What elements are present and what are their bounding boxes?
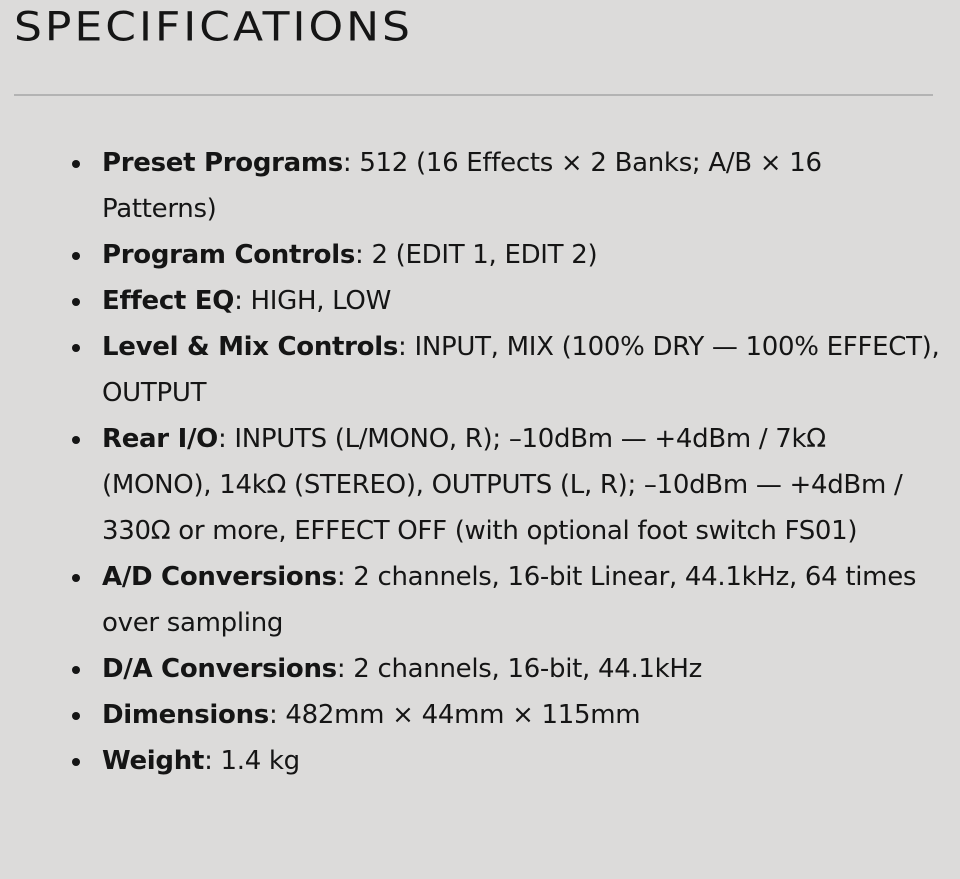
spec-item: A/D Conversions: 2 channels, 16-bit Line… (72, 554, 942, 646)
spec-label: Rear I/O (102, 424, 218, 454)
spec-item: Rear I/O: INPUTS (L/MONO, R); –10dBm — +… (72, 416, 942, 554)
divider (14, 94, 933, 96)
spec-label: Effect EQ (102, 286, 235, 316)
specifications-list: Preset Programs: 512 (16 Effects × 2 Ban… (72, 140, 942, 784)
spec-value: : INPUT, MIX (100% DRY — 100% EFFECT), O… (102, 332, 940, 408)
spec-label: A/D Conversions (102, 562, 337, 592)
spec-value: : 2 channels, 16-bit, 44.1kHz (336, 654, 703, 684)
spec-item: Preset Programs: 512 (16 Effects × 2 Ban… (72, 140, 942, 232)
spec-item: Program Controls: 2 (EDIT 1, EDIT 2) (72, 232, 942, 278)
spec-label: Preset Programs (102, 148, 343, 178)
spec-value: : 482mm × 44mm × 115mm (268, 700, 641, 730)
page-title: SPECIFICATIONS (14, 3, 413, 51)
spec-item: Level & Mix Controls: INPUT, MIX (100% D… (72, 324, 942, 416)
spec-label: Program Controls (102, 240, 356, 270)
spec-value: : 1.4 kg (204, 746, 300, 776)
spec-item: Dimensions: 482mm × 44mm × 115mm (72, 692, 942, 738)
spec-value: : INPUTS (L/MONO, R); –10dBm — +4dBm / 7… (102, 424, 903, 546)
spec-value: : HIGH, LOW (234, 286, 391, 316)
spec-label: Level & Mix Controls (102, 332, 399, 362)
spec-value: : 2 (EDIT 1, EDIT 2) (355, 240, 598, 270)
spec-item: Effect EQ: HIGH, LOW (72, 278, 942, 324)
spec-value: : 2 channels, 16-bit Linear, 44.1kHz, 64… (102, 562, 917, 638)
spec-label: D/A Conversions (102, 654, 337, 684)
spec-label: Weight (102, 746, 205, 776)
spec-value: : 512 (16 Effects × 2 Banks; A/B × 16 Pa… (102, 148, 822, 224)
spec-item: Weight: 1.4 kg (72, 738, 942, 784)
spec-item: D/A Conversions: 2 channels, 16-bit, 44.… (72, 646, 942, 692)
spec-label: Dimensions (102, 700, 269, 730)
